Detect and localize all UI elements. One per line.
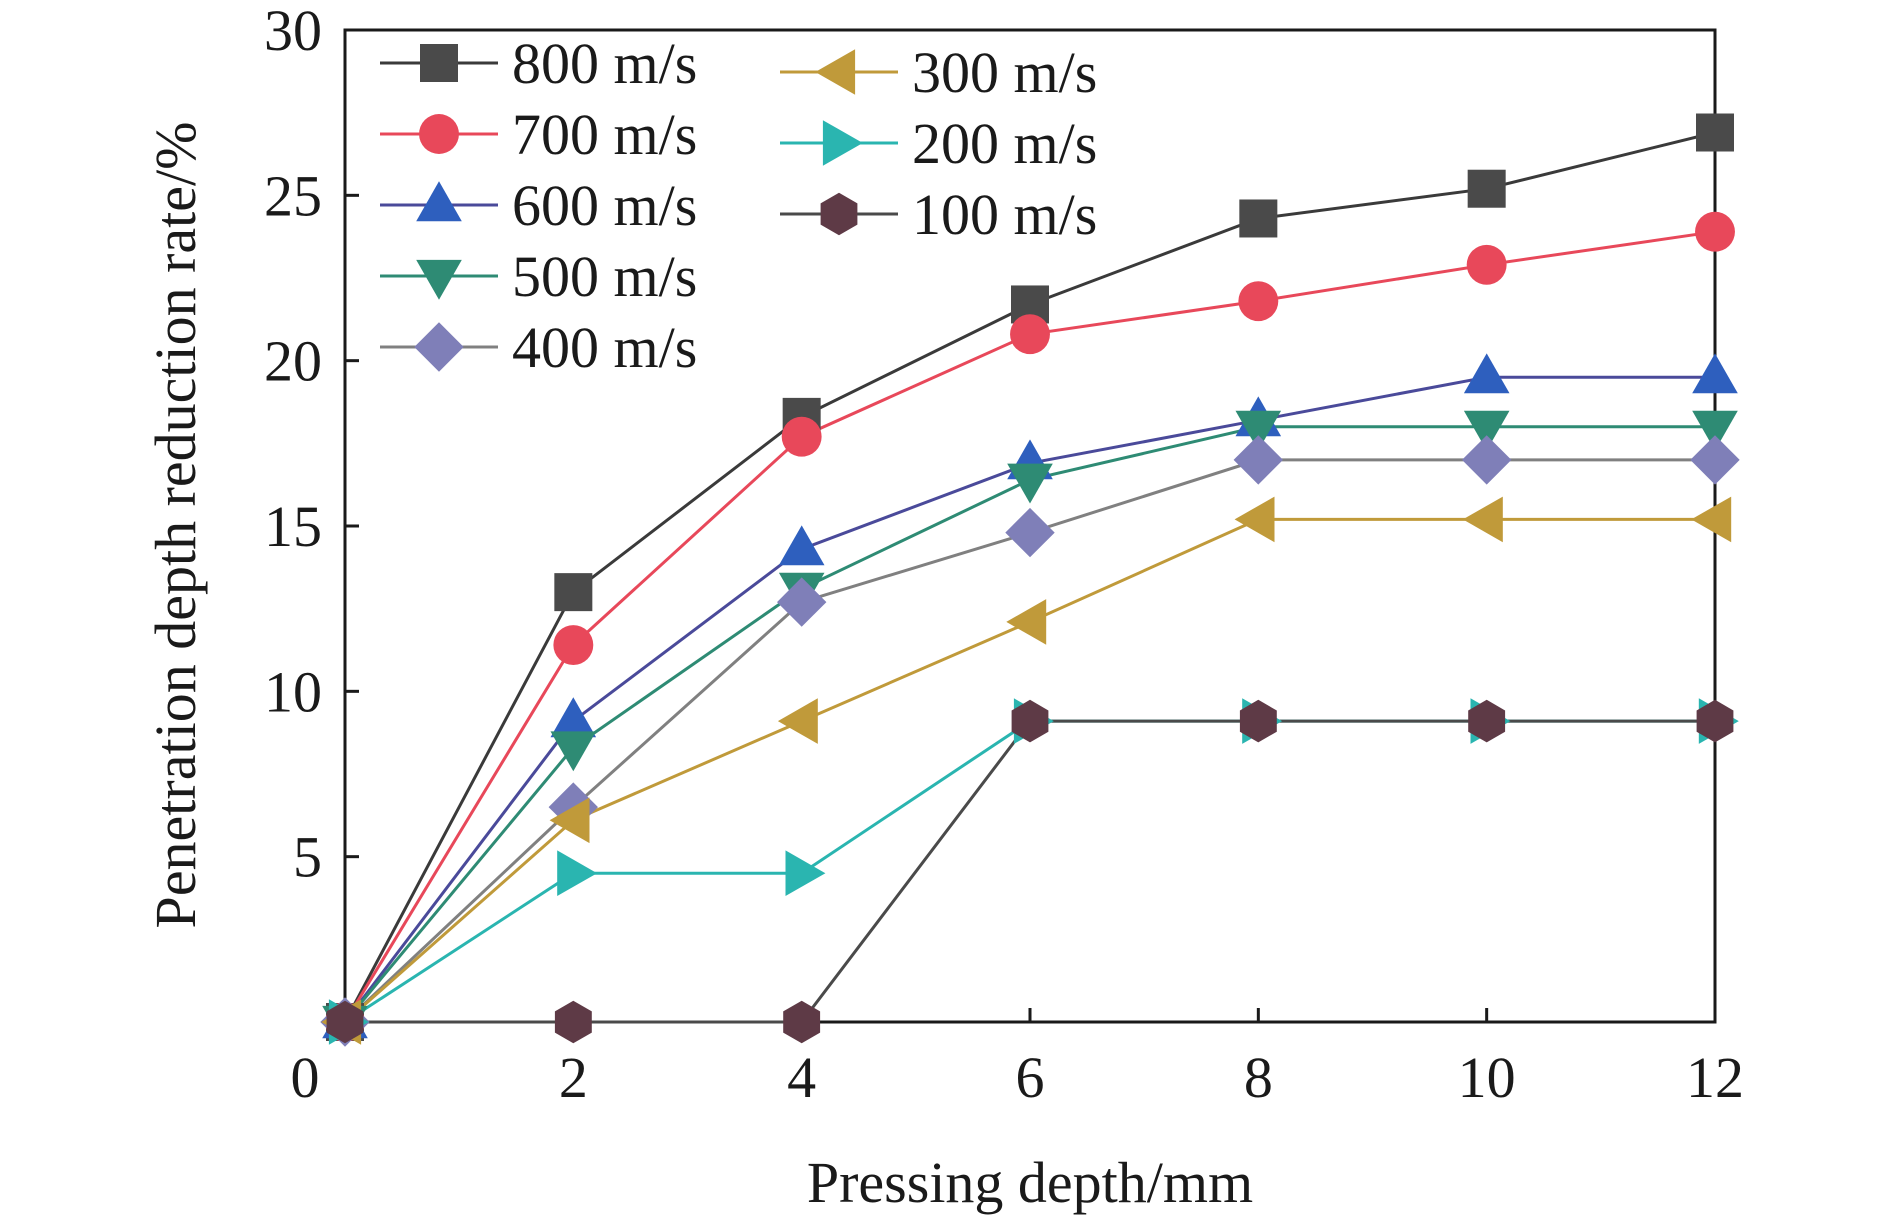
y-axis-ticks: 5 10 15 20 25 30 xyxy=(264,0,359,890)
legend-item: 500 m/s xyxy=(380,244,697,309)
x-axis-ticks: 2 4 6 8 10 12 xyxy=(343,1008,1744,1110)
data-point xyxy=(1691,496,1732,543)
data-point xyxy=(550,731,597,772)
data-point xyxy=(1006,599,1047,645)
legend-label: 800 m/s xyxy=(512,31,697,96)
legend-marker xyxy=(416,259,462,300)
data-point xyxy=(1696,699,1734,743)
data-point xyxy=(557,850,598,896)
origin-label: 0 xyxy=(291,1045,320,1110)
data-point xyxy=(1692,410,1738,451)
data-point xyxy=(781,416,822,457)
series-points xyxy=(328,698,1739,1045)
y-tick-label: 30 xyxy=(264,0,322,63)
legend-label: 200 m/s xyxy=(912,111,1097,176)
legend-marker xyxy=(820,192,858,236)
legend-item: 200 m/s xyxy=(780,111,1097,176)
legend-item: 600 m/s xyxy=(380,173,697,238)
x-tick-label: 2 xyxy=(559,1045,588,1110)
series-points xyxy=(321,496,1732,1045)
x-tick-label: 8 xyxy=(1244,1045,1273,1110)
legend-label: 400 m/s xyxy=(512,315,697,380)
legend-item: 100 m/s xyxy=(780,182,1097,247)
data-point xyxy=(1239,199,1278,238)
data-point xyxy=(778,525,825,566)
data-point xyxy=(1238,281,1279,322)
y-tick-label: 15 xyxy=(264,494,322,559)
data-point xyxy=(1462,435,1512,485)
data-point xyxy=(1466,244,1507,285)
y-tick-label: 10 xyxy=(264,659,322,724)
data-point xyxy=(1007,463,1053,504)
data-point xyxy=(1011,699,1049,743)
x-tick-label: 6 xyxy=(1016,1045,1045,1110)
y-tick-label: 5 xyxy=(293,825,322,890)
x-tick-label: 12 xyxy=(1686,1045,1744,1110)
legend-marker xyxy=(419,114,459,154)
legend-marker xyxy=(416,181,462,222)
data-point xyxy=(1695,211,1735,252)
data-point xyxy=(1235,410,1282,451)
series-line xyxy=(344,517,1715,1024)
y-axis-title: Penetration depth reduction rate/% xyxy=(143,122,208,929)
data-point xyxy=(1692,353,1738,394)
data-point xyxy=(777,698,818,744)
data-point xyxy=(1468,699,1506,743)
data-point xyxy=(554,1000,592,1044)
legend-label: 600 m/s xyxy=(512,173,697,238)
legend-item: 400 m/s xyxy=(380,315,697,380)
data-point xyxy=(777,577,827,627)
data-point xyxy=(1462,496,1503,543)
data-point xyxy=(553,625,594,665)
legend-label: 300 m/s xyxy=(912,40,1097,105)
data-point xyxy=(554,573,593,612)
series-line xyxy=(345,719,1715,1024)
legend-label: 700 m/s xyxy=(512,102,697,167)
legend-marker xyxy=(815,49,856,95)
legend-marker xyxy=(420,44,458,82)
y-tick-label: 25 xyxy=(264,163,322,228)
series-points xyxy=(325,211,1735,1042)
legend-item: 800 m/s xyxy=(380,31,697,96)
x-axis-title: Pressing depth/mm xyxy=(807,1150,1253,1215)
data-point xyxy=(1696,113,1734,152)
data-point xyxy=(550,697,597,738)
data-point xyxy=(1463,353,1510,394)
legend-marker xyxy=(414,322,464,372)
series-markers xyxy=(320,113,1740,1047)
data-point xyxy=(1239,699,1277,743)
legend-marker xyxy=(822,120,863,166)
legend-item: 300 m/s xyxy=(780,40,1097,105)
data-point xyxy=(1234,496,1275,543)
series-line xyxy=(344,719,1715,1024)
x-tick-label: 4 xyxy=(787,1045,816,1110)
data-point xyxy=(1005,507,1055,558)
data-point xyxy=(1467,169,1506,208)
legend-label: 100 m/s xyxy=(912,182,1097,247)
data-point xyxy=(785,850,826,896)
series-points xyxy=(322,353,1738,1039)
x-tick-label: 10 xyxy=(1458,1045,1516,1110)
data-point xyxy=(549,797,590,844)
y-tick-label: 20 xyxy=(264,329,322,394)
data-point xyxy=(326,1000,364,1044)
data-point xyxy=(783,1000,821,1044)
data-point xyxy=(1463,410,1510,451)
legend-label: 500 m/s xyxy=(512,244,697,309)
data-point xyxy=(1690,435,1740,485)
legend-item: 700 m/s xyxy=(380,102,697,167)
data-point xyxy=(1233,435,1283,485)
data-point xyxy=(1010,314,1050,355)
series-points xyxy=(326,699,1734,1044)
